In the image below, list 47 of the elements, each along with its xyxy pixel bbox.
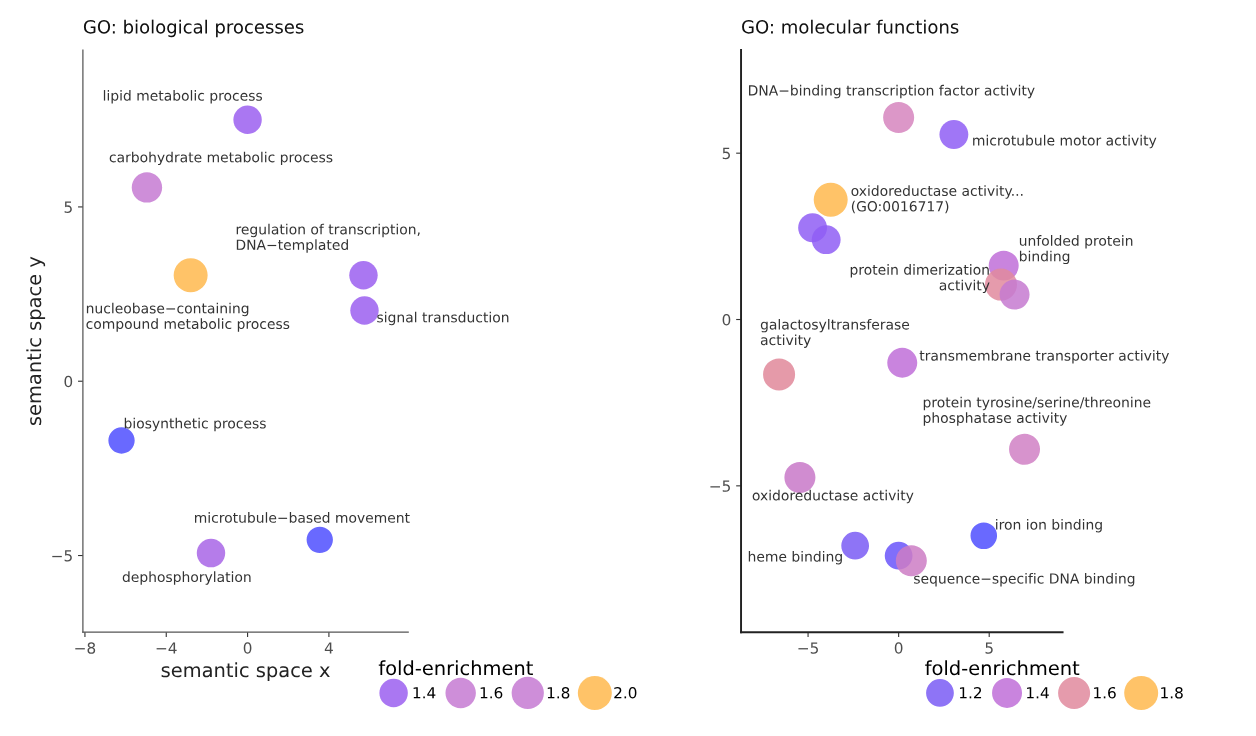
x-axis-title: semantic space x: [161, 662, 330, 682]
annotation: protein tyrosine/serine/threonine phosphatase activity: [923, 396, 1151, 426]
annotation: carbohydrate metabolic process: [109, 151, 333, 166]
legend-label: 1.2: [959, 686, 982, 699]
y-tick-label: −5: [710, 480, 730, 492]
legend-label: 2.0: [614, 686, 637, 699]
x-tick-label: 5: [985, 642, 993, 654]
annotation: sequence−specific DNA binding: [914, 572, 1135, 587]
x-tick-label: 4: [324, 642, 333, 654]
legend-label: 1.6: [1094, 686, 1116, 699]
x-tick-label: −8: [75, 642, 96, 654]
legend-label: 1.4: [1027, 687, 1049, 699]
annotation: biosynthetic process: [124, 417, 266, 432]
annotation: protein dimerization activity: [850, 264, 990, 294]
legend-label: 1.8: [1161, 686, 1183, 699]
annotation: signal transduction: [377, 311, 509, 326]
y-tick-label: 5: [64, 201, 72, 213]
annotation: regulation of transcription, DNA−templated: [236, 223, 420, 253]
chart-title: GO: biological processes: [83, 19, 304, 38]
legend-label: 1.8: [547, 686, 570, 699]
annotation: microtubule−based movement: [195, 512, 410, 523]
x-tick-label: −5: [798, 642, 818, 654]
legend-label: 1.6: [480, 686, 503, 699]
chart-title: GO: molecular functions: [742, 19, 959, 34]
y-axis-title: semantic space y: [26, 256, 46, 426]
annotation: nucleobase−containing compound metabolic process: [86, 302, 290, 332]
annotation: iron ion binding: [996, 519, 1102, 533]
y-tick-label: 0: [64, 375, 73, 388]
y-tick-label: 5: [722, 147, 730, 160]
legend-title: fold-enrichment: [925, 660, 1080, 676]
x-tick-label: 0: [894, 642, 903, 654]
annotation: oxidoreductase activity... (GO:0016717): [851, 185, 1023, 214]
y-tick-label: 0: [722, 313, 731, 326]
annotation: oxidoreductase activity: [752, 489, 914, 504]
legend-title: fold-enrichment: [378, 660, 533, 676]
y-tick-label: −5: [52, 550, 72, 562]
annotation: microtubule motor activity: [973, 134, 1157, 149]
annotation: lipid metabolic process: [103, 90, 262, 104]
x-tick-label: 0: [243, 642, 252, 654]
annotation: unfolded protein binding: [1019, 235, 1133, 265]
annotation: transmembrane transporter activity: [919, 350, 1169, 364]
annotation: heme binding: [748, 551, 842, 565]
legend-label: 1.4: [413, 687, 436, 699]
annotation: galactosyltransferase activity: [760, 318, 910, 348]
x-tick-label: −4: [156, 642, 177, 654]
annotation: DNA−binding transcription factor activity: [749, 84, 1035, 99]
annotation: dephosphorylation: [122, 571, 251, 585]
